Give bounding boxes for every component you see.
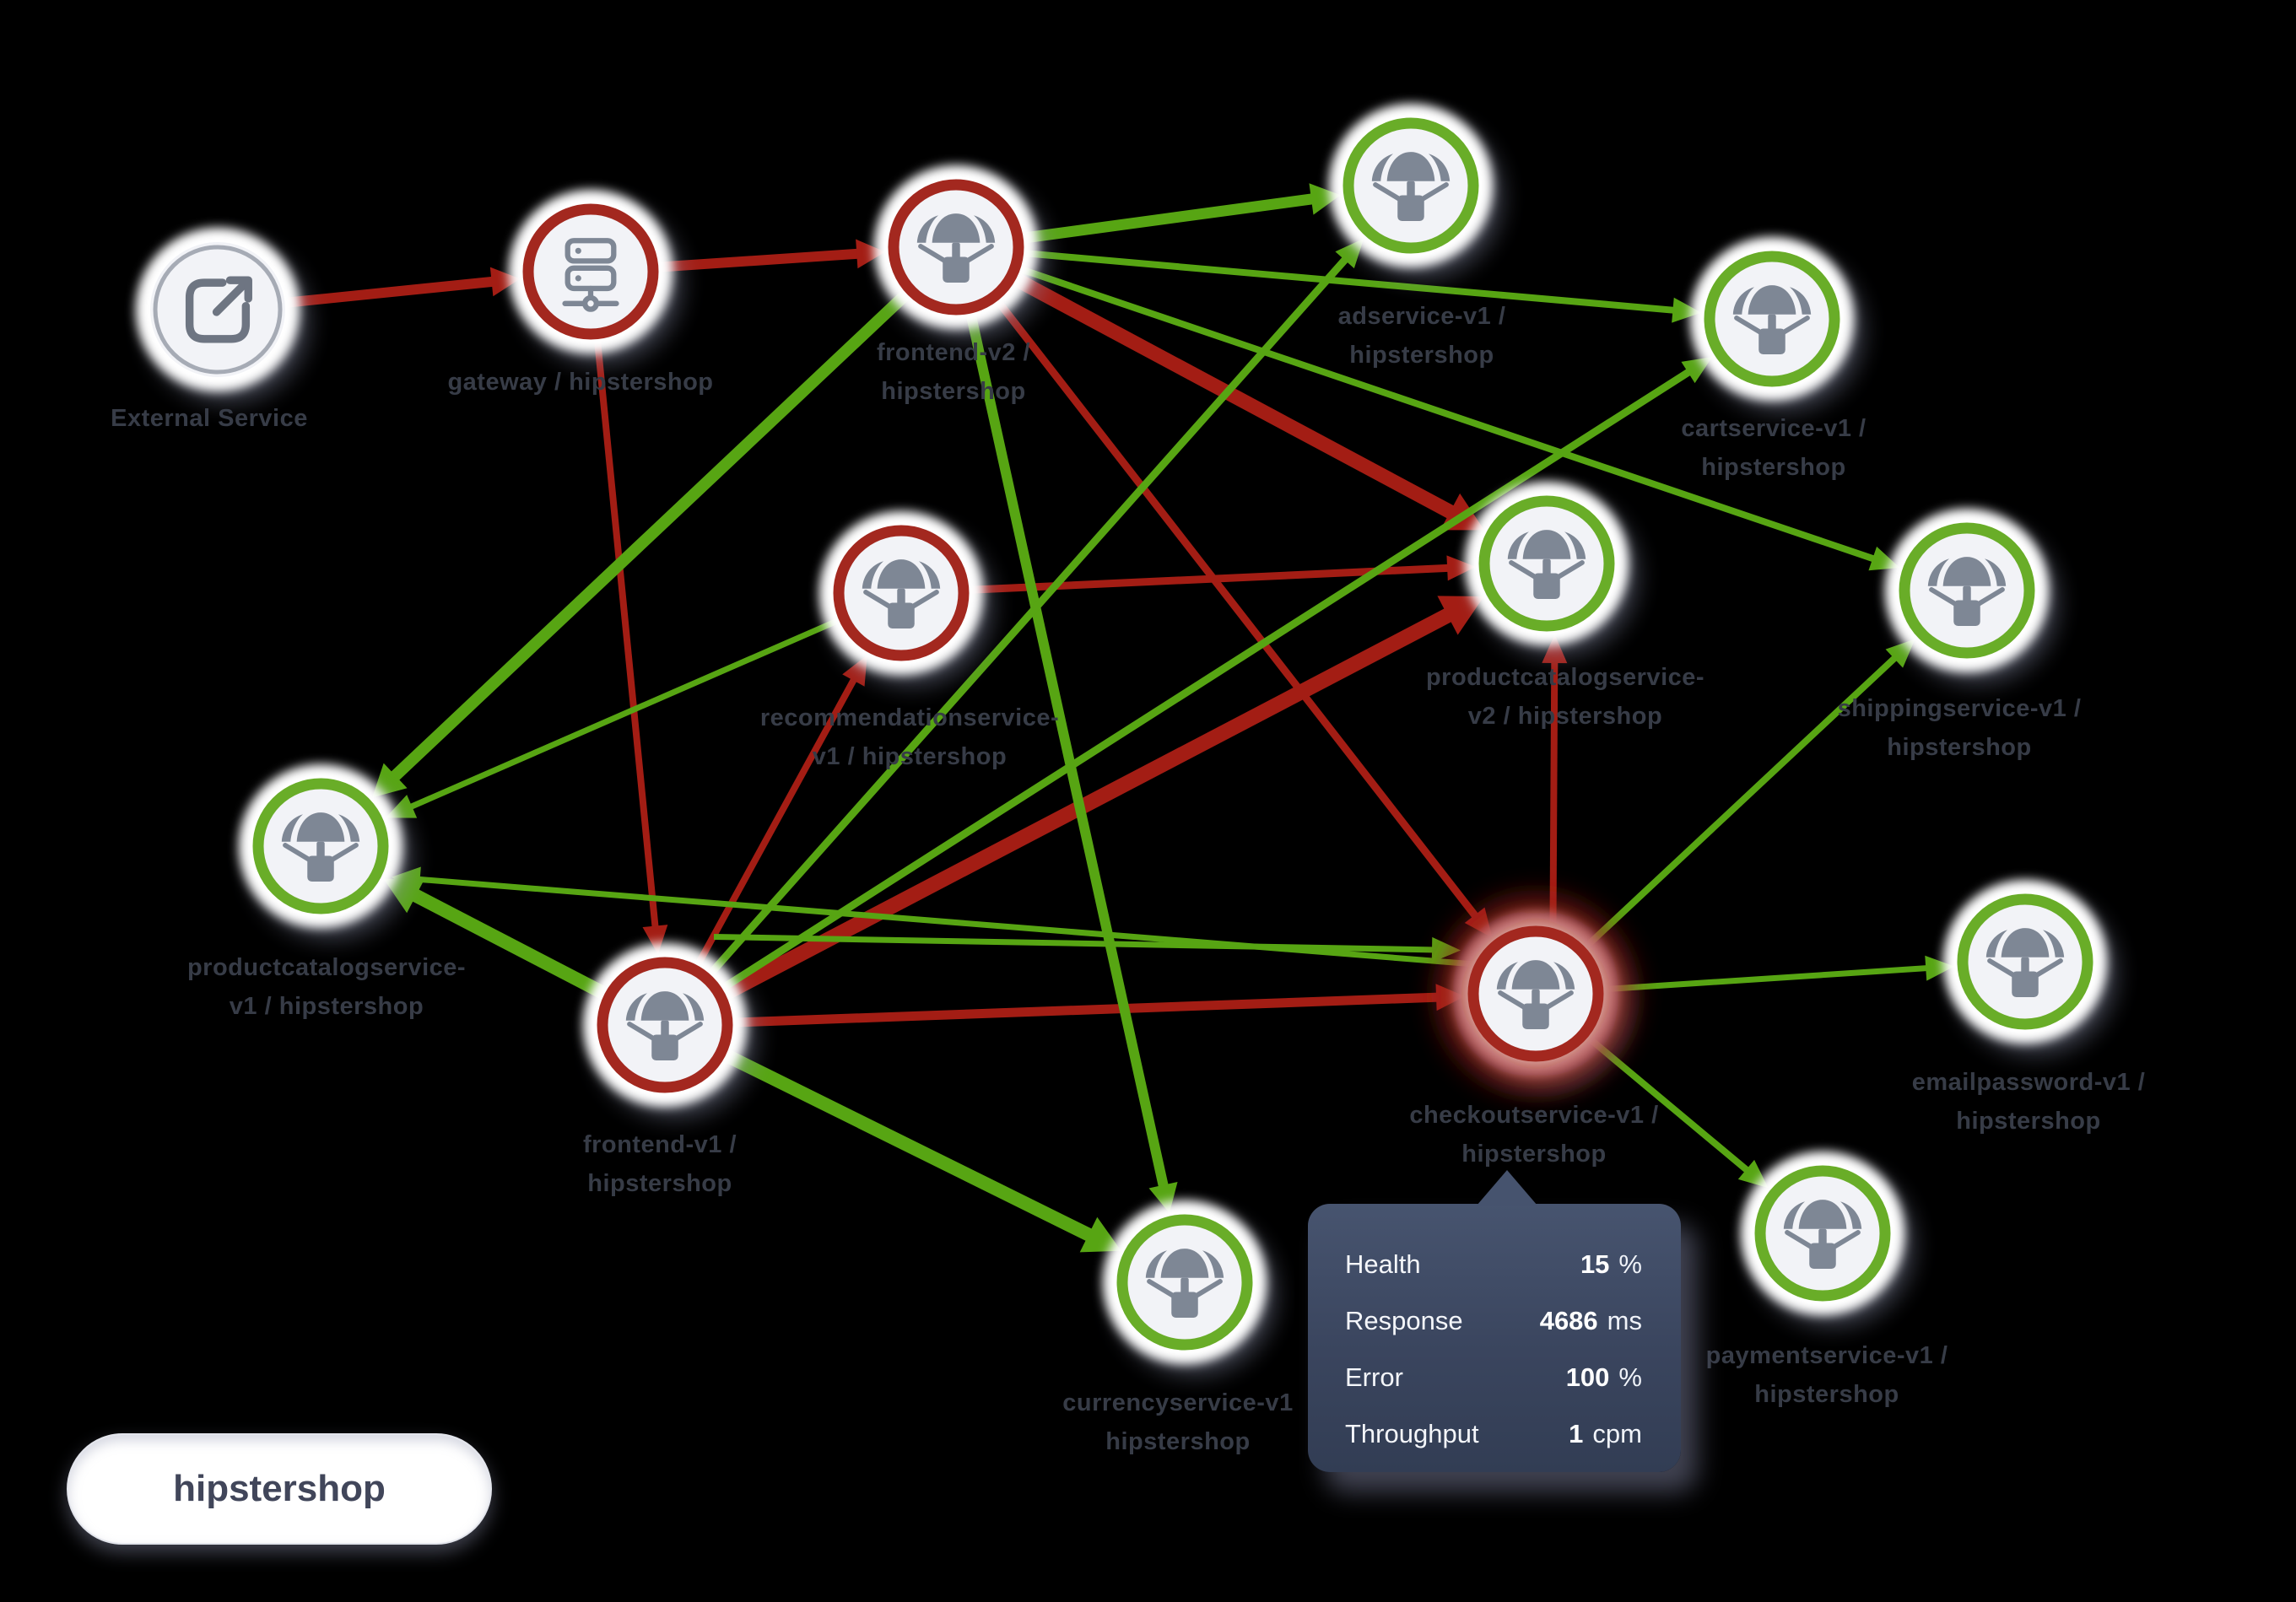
node-frontend-v1[interactable]: frontend-v1 /hipstershop — [583, 943, 755, 1197]
node-emailpassword[interactable]: emailpassword-v1 /hipstershop — [1912, 880, 2146, 1135]
health-ring-red — [597, 957, 733, 1093]
edge-frontend-v1-currency[interactable] — [725, 1050, 1121, 1253]
metrics-tooltip: Health 15% Response 4686 ms Error 100% Throughp… — [1308, 1170, 1681, 1472]
node-label-external: External Service — [111, 405, 308, 432]
health-ring-green — [1116, 1214, 1253, 1351]
node-cartservice[interactable]: cartservice-v1 /hipstershop — [1681, 237, 1866, 481]
tooltip-metric-value: 100% — [1565, 1362, 1642, 1392]
scope-pill-label: hipstershop — [173, 1468, 386, 1509]
edge-frontend-v1-checkout[interactable] — [735, 984, 1466, 1028]
tooltip-pointer-icon — [1477, 1170, 1537, 1206]
edge-frontend-v2-cartservice[interactable] — [1026, 250, 1702, 323]
edge-external-gateway[interactable] — [287, 267, 521, 308]
edge-checkout-emailpassword[interactable] — [1606, 955, 1955, 993]
node-label-cartservice: cartservice-v1 /hipstershop — [1681, 415, 1866, 481]
node-currency[interactable]: currencyservice-v1 hipstershop — [1062, 1200, 1293, 1455]
tooltip-metric-value: 15% — [1580, 1249, 1642, 1279]
node-productcatalog-v2[interactable]: productcatalogservice-v2 / hipstershop — [1426, 482, 1704, 730]
node-label-productcatalog-v2: productcatalogservice-v2 / hipstershop — [1426, 664, 1704, 730]
node-label-productcatalog-v1: productcatalogservice-v1 / hipstershop — [187, 954, 466, 1020]
node-label-frontend-v2: frontend-v2 /hipstershop — [877, 339, 1030, 405]
node-checkout[interactable]: checkoutservice-v1 /hipstershop — [1409, 882, 1658, 1168]
tooltip-metric-unit: cpm — [1592, 1418, 1642, 1448]
node-label-emailpassword: emailpassword-v1 /hipstershop — [1912, 1069, 2146, 1135]
node-shipping[interactable]: shippingservice-v1 /hipstershop — [1838, 509, 2082, 761]
edge-frontend-v1-productcatalog-v2[interactable] — [724, 596, 1484, 1000]
node-label-checkout: checkoutservice-v1 /hipstershop — [1409, 1102, 1658, 1168]
node-gateway[interactable]: gateway / hipstershop — [447, 190, 713, 396]
node-label-gateway: gateway / hipstershop — [447, 369, 713, 396]
tooltip-metric-value: 1 cpm — [1569, 1418, 1642, 1448]
tooltip-metric-value: 4686 ms — [1539, 1305, 1642, 1335]
health-ring-gray — [153, 245, 283, 375]
node-recommendation[interactable]: recommendationservice-v1 / hipstershop — [760, 511, 1059, 770]
tooltip-metric-label: Error — [1345, 1362, 1403, 1392]
health-ring-red — [522, 203, 659, 340]
edge-gateway-frontend-v1[interactable] — [594, 342, 668, 955]
node-label-shipping: shippingservice-v1 /hipstershop — [1838, 695, 2082, 761]
node-external[interactable]: External Service — [111, 228, 308, 432]
edge-frontend-v2-adservice[interactable] — [1025, 183, 1341, 244]
tooltip-metric-label: Response — [1345, 1305, 1463, 1335]
tooltip-row-health: Health 15% — [1345, 1236, 1642, 1292]
tooltip-row-error: Error 100% — [1345, 1349, 1642, 1405]
tooltip-metric-unit: ms — [1607, 1305, 1642, 1335]
node-frontend-v2[interactable]: frontend-v2 /hipstershop — [874, 165, 1046, 405]
health-ring-green — [1899, 522, 2035, 659]
edge-recommendation-productcatalog-v2[interactable] — [971, 555, 1477, 594]
edge-frontend-v2-productcatalog-v1[interactable] — [372, 291, 909, 798]
health-ring-green — [252, 778, 389, 914]
tooltip-metric-label: Health — [1345, 1249, 1421, 1279]
health-ring-red — [1467, 925, 1604, 1062]
edge-frontend-v1-recommendation[interactable] — [695, 655, 867, 965]
node-label-recommendation: recommendationservice-v1 / hipstershop — [760, 704, 1059, 770]
node-label-currency: currencyservice-v1 hipstershop — [1062, 1389, 1293, 1455]
health-ring-green — [1704, 251, 1840, 387]
health-ring-green — [1342, 117, 1479, 254]
node-productcatalog-v1[interactable]: productcatalogservice-v1 / hipstershop — [187, 764, 466, 1020]
node-label-payment: paymentservice-v1 /hipstershop — [1706, 1342, 1948, 1408]
nodes-layer: External Service gateway / hipstershop fro… — [111, 104, 2145, 1455]
node-label-adservice: adservice-v1 /hipstershop — [1338, 303, 1506, 369]
edge-frontend-v1-checkout[interactable] — [713, 934, 1461, 963]
tooltip-row-throughput: Throughput 1 cpm — [1345, 1405, 1642, 1462]
scope-pill-hipstershop[interactable]: hipstershop — [67, 1433, 492, 1545]
health-ring-green — [1478, 495, 1615, 632]
tooltip-metric-unit: % — [1618, 1249, 1642, 1279]
edges-layer — [287, 183, 1955, 1253]
health-ring-green — [1754, 1165, 1891, 1302]
tooltip-metric-label: Throughput — [1345, 1418, 1479, 1448]
tooltip-metric-unit: % — [1618, 1362, 1642, 1392]
health-ring-green — [1957, 893, 2093, 1030]
health-ring-red — [888, 179, 1024, 316]
node-payment[interactable]: paymentservice-v1 /hipstershop — [1706, 1152, 1948, 1408]
tooltip-row-response: Response 4686 ms — [1345, 1292, 1642, 1349]
edge-gateway-frontend-v2[interactable] — [661, 239, 886, 272]
node-label-frontend-v1: frontend-v1 /hipstershop — [583, 1131, 737, 1197]
node-adservice[interactable]: adservice-v1 /hipstershop — [1329, 104, 1505, 369]
health-ring-red — [833, 525, 970, 661]
